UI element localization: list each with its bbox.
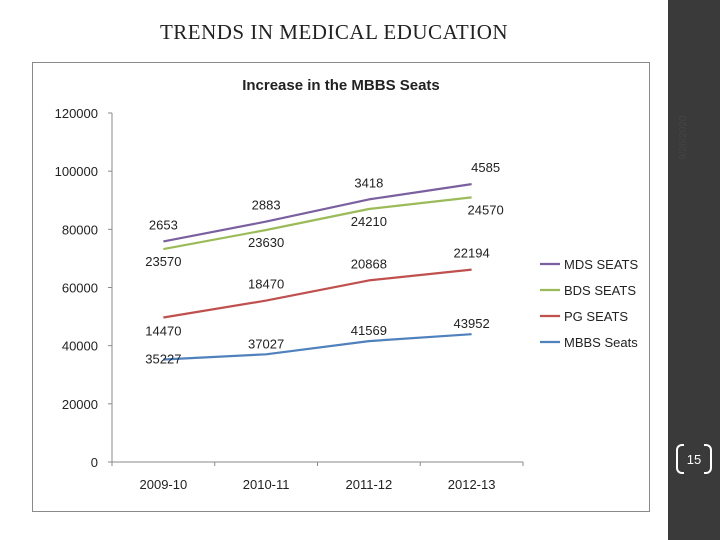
y-tick-label: 0 (91, 455, 98, 470)
chart-container: Increase in the MBBS Seats 0 20000 40000 600… (32, 62, 650, 512)
data-label: 24570 (468, 202, 504, 217)
data-label: 18470 (248, 277, 284, 292)
y-tick-label: 120000 (55, 106, 98, 121)
data-label: 2883 (252, 198, 281, 213)
data-label: 35227 (145, 352, 181, 367)
data-label: 37027 (248, 336, 284, 351)
legend-label: MBBS Seats (564, 335, 638, 350)
data-label: 4585 (471, 160, 500, 175)
data-label: 14470 (145, 323, 181, 338)
slide-title: TRENDS IN MEDICAL EDUCATION (159, 20, 509, 44)
legend-label: PG SEATS (564, 309, 628, 324)
data-label: 23570 (145, 254, 181, 269)
chart-title: Increase in the MBBS Seats (242, 77, 440, 94)
data-label: 23630 (248, 235, 284, 250)
bracket-left-icon (676, 444, 684, 474)
data-label: 41569 (351, 323, 387, 338)
line-chart: Increase in the MBBS Seats 0 20000 40000 600… (55, 77, 639, 492)
data-label: 22194 (454, 246, 490, 261)
y-tick-label: 60000 (62, 281, 98, 296)
series-line-mds-seats (163, 183, 472, 243)
series-line-bds-seats (163, 196, 472, 251)
slide-date: 9/26/2020 (678, 115, 689, 161)
data-label: 2653 (149, 217, 178, 232)
data-label: 24210 (351, 214, 387, 229)
series-line-mbbs-seats (163, 333, 472, 361)
legend-label: MDS SEATS (564, 257, 638, 272)
page-number-label: 15 (686, 452, 702, 467)
x-tick-label: 2010-11 (243, 477, 290, 492)
series-line-pg-seats (163, 268, 472, 319)
bracket-right-icon (704, 444, 712, 474)
x-tick-label: 2011-12 (346, 477, 393, 492)
y-tick-label: 40000 (62, 339, 98, 354)
x-tick-label: 2009-10 (140, 477, 188, 492)
page-number: 15 (676, 442, 712, 478)
legend-label: BDS SEATS (564, 283, 636, 298)
y-tick-label: 80000 (62, 222, 98, 237)
y-tick-label: 100000 (55, 164, 98, 179)
data-label: 3418 (354, 175, 383, 190)
y-tick-label: 20000 (62, 397, 98, 412)
x-tick-label: 2012-13 (448, 477, 496, 492)
data-label: 43952 (454, 316, 490, 331)
data-label: 20868 (351, 256, 387, 271)
